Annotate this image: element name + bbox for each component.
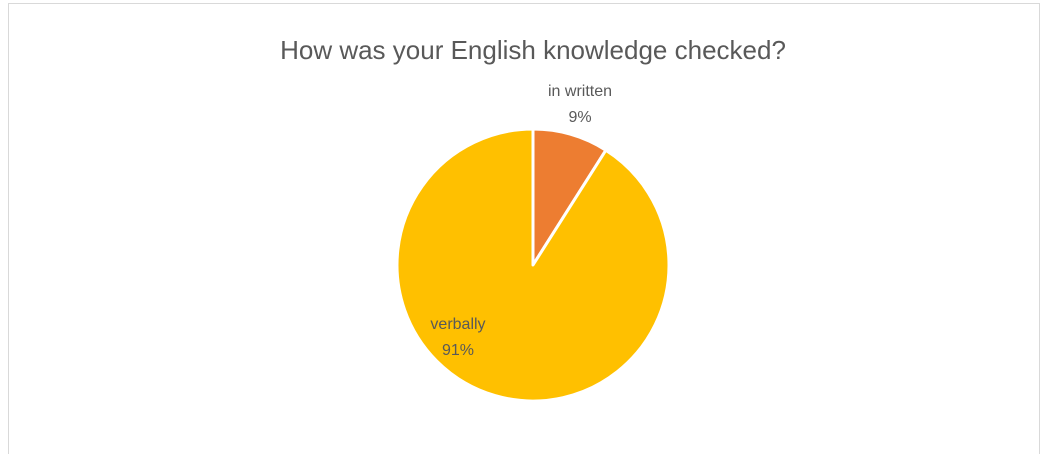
slice-value-label: 91% (442, 342, 474, 359)
slice-category-label: in written (548, 83, 612, 100)
slice-category-label: verbally (430, 316, 485, 333)
chart-title: How was your English knowledge checked? (280, 35, 786, 65)
pie-slice (395, 127, 671, 403)
slice-value-label: 9% (568, 109, 591, 126)
